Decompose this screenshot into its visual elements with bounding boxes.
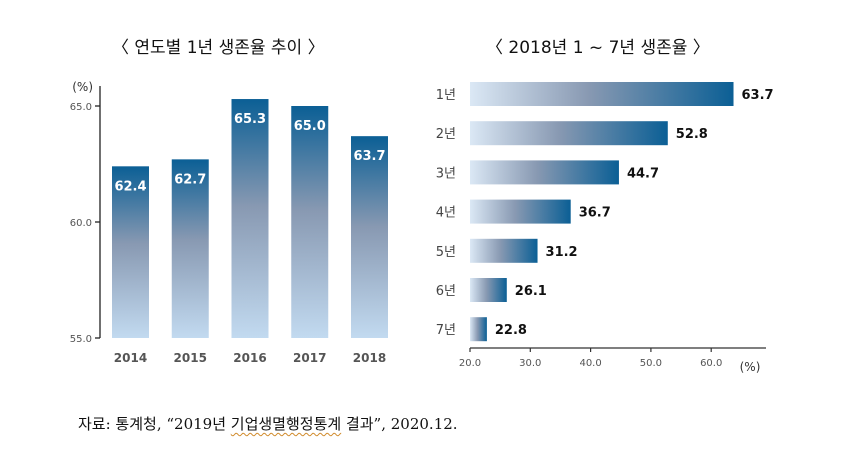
bar-5년: [470, 238, 538, 263]
x-tick-label: 30.0: [519, 358, 541, 369]
x-tick-label: 50.0: [640, 358, 662, 369]
bar-value-label: 65.0: [294, 119, 326, 134]
y-tick-label: 1년: [436, 88, 456, 103]
y-tick-label: 7년: [436, 323, 456, 338]
y-tick-label: 5년: [436, 245, 456, 260]
bar-value-label: 31.2: [546, 245, 578, 260]
y-tick-label: 65.0: [70, 102, 92, 113]
x-tick-label: 2015: [174, 351, 207, 365]
bar-value-label: 26.1: [515, 284, 547, 299]
bar-2015: [171, 159, 209, 338]
right-chart-plot: 20.0 30.0 40.0 50.0 60.0 (%) 63.7 1년 52.8 2년 44.7 3…: [436, 82, 774, 374]
y-tick-label: 3년: [436, 166, 456, 181]
right-chart-title: 〈 2018년 1 ~ 7년 생존율 〉: [486, 38, 710, 58]
bar-value-label: 62.4: [114, 179, 146, 194]
x-tick-label: 60.0: [700, 358, 722, 369]
bar-value-label: 62.7: [174, 172, 206, 187]
bar-value-label: 65.3: [234, 112, 266, 127]
x-tick-label: 2017: [293, 351, 326, 365]
bar-value-label: 63.7: [353, 149, 385, 164]
bar-6년: [470, 278, 507, 302]
left-chart-title: 〈 연도별 1년 생존율 추이 〉: [112, 38, 325, 58]
bar-value-label: 44.7: [627, 166, 659, 181]
bar-value-label: 63.7: [742, 88, 774, 103]
y-tick-label: 6년: [436, 284, 456, 299]
bar-2년: [470, 121, 668, 146]
bar-2018: [351, 136, 388, 338]
source-note: 자료: 통계청, “2019년 기업생멸행정통계 결과”, 2020.12.: [78, 413, 458, 434]
y-tick-label: 60.0: [70, 218, 92, 229]
bar-value-label: 52.8: [676, 127, 708, 142]
y-tick-label: 2년: [436, 127, 456, 142]
source-prefix: 자료: 통계청, “2019년: [78, 415, 231, 433]
bar-1년: [470, 82, 734, 106]
bar-2016: [231, 99, 269, 338]
bar-7년: [470, 317, 487, 342]
bar-4년: [470, 199, 571, 224]
source-underlined: 기업생멸행정통계: [230, 415, 342, 433]
bar-value-label: 22.8: [495, 323, 527, 338]
y-tick-label: 4년: [436, 206, 456, 221]
x-tick-label: 40.0: [579, 358, 601, 369]
y-axis-unit: (%): [72, 80, 93, 94]
x-tick-label: 2014: [114, 351, 147, 365]
bar-3년: [470, 160, 619, 185]
x-tick-label: 2016: [233, 351, 266, 365]
x-tick-label: 2018: [353, 351, 386, 365]
x-tick-label: 20.0: [459, 358, 481, 369]
y-tick-label: 55.0: [70, 334, 92, 345]
left-chart-plot: 55.0 60.0 65.0 (%) 62.4 2014 62.7 2015 65.3 2016 6…: [70, 80, 388, 365]
bar-value-label: 36.7: [579, 206, 611, 221]
bar-2017: [291, 106, 329, 338]
x-axis-unit: (%): [740, 360, 761, 374]
source-suffix: 결과”, 2020.12.: [341, 415, 458, 433]
bar-2014: [112, 166, 149, 338]
